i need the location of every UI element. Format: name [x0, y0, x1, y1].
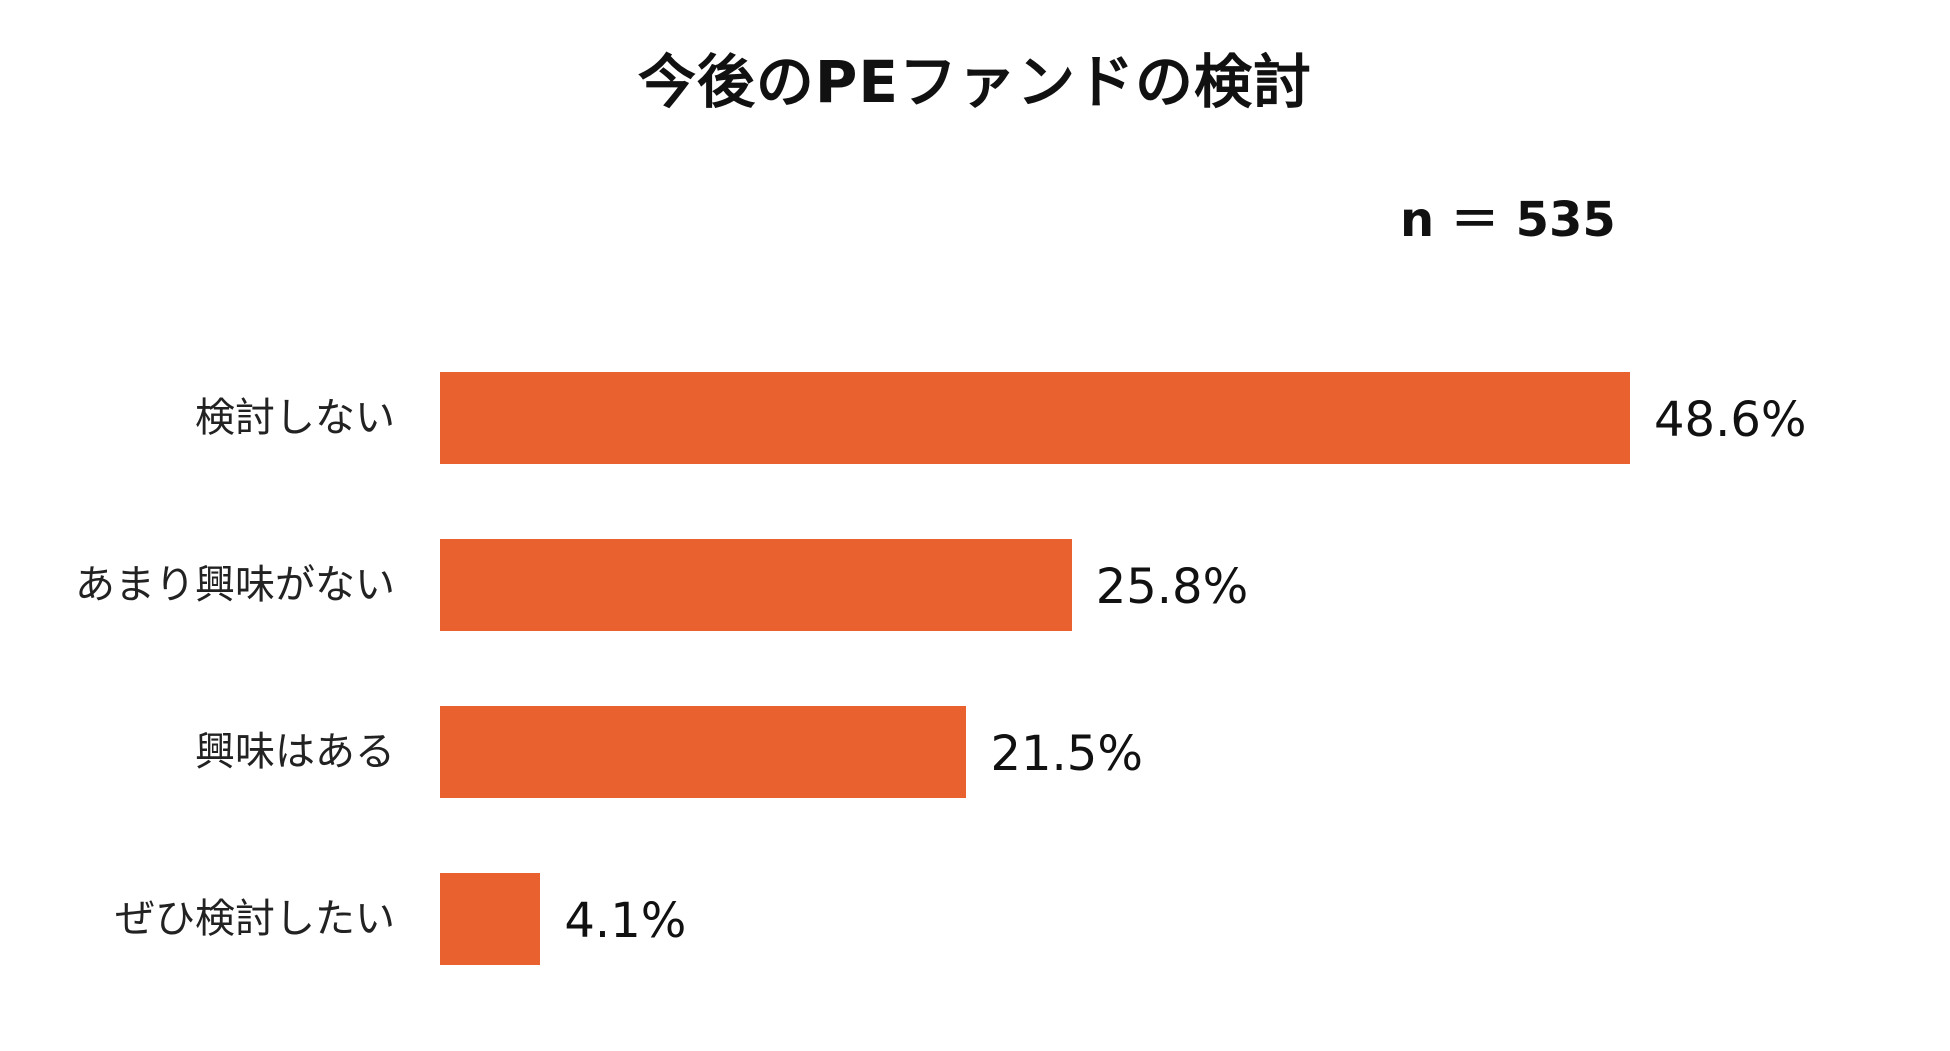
category-label: ぜひ検討したい [115, 896, 395, 942]
value-label: 48.6% [1654, 392, 1807, 448]
bar [440, 539, 1072, 631]
value-label: 4.1% [564, 893, 687, 949]
value-label: 25.8% [1095, 559, 1249, 615]
bar [440, 372, 1630, 464]
bar [440, 706, 967, 798]
value-label: 21.5% [990, 726, 1143, 782]
category-label: 興味はある [195, 729, 395, 775]
category-label: 検討しない [195, 395, 395, 441]
chart-title: 今後のPEファンドの検討 [637, 48, 1313, 116]
category-label: あまり興味がない [75, 562, 395, 608]
sample-size-label: n ＝ 535 [1400, 192, 1616, 248]
bar [440, 873, 541, 965]
